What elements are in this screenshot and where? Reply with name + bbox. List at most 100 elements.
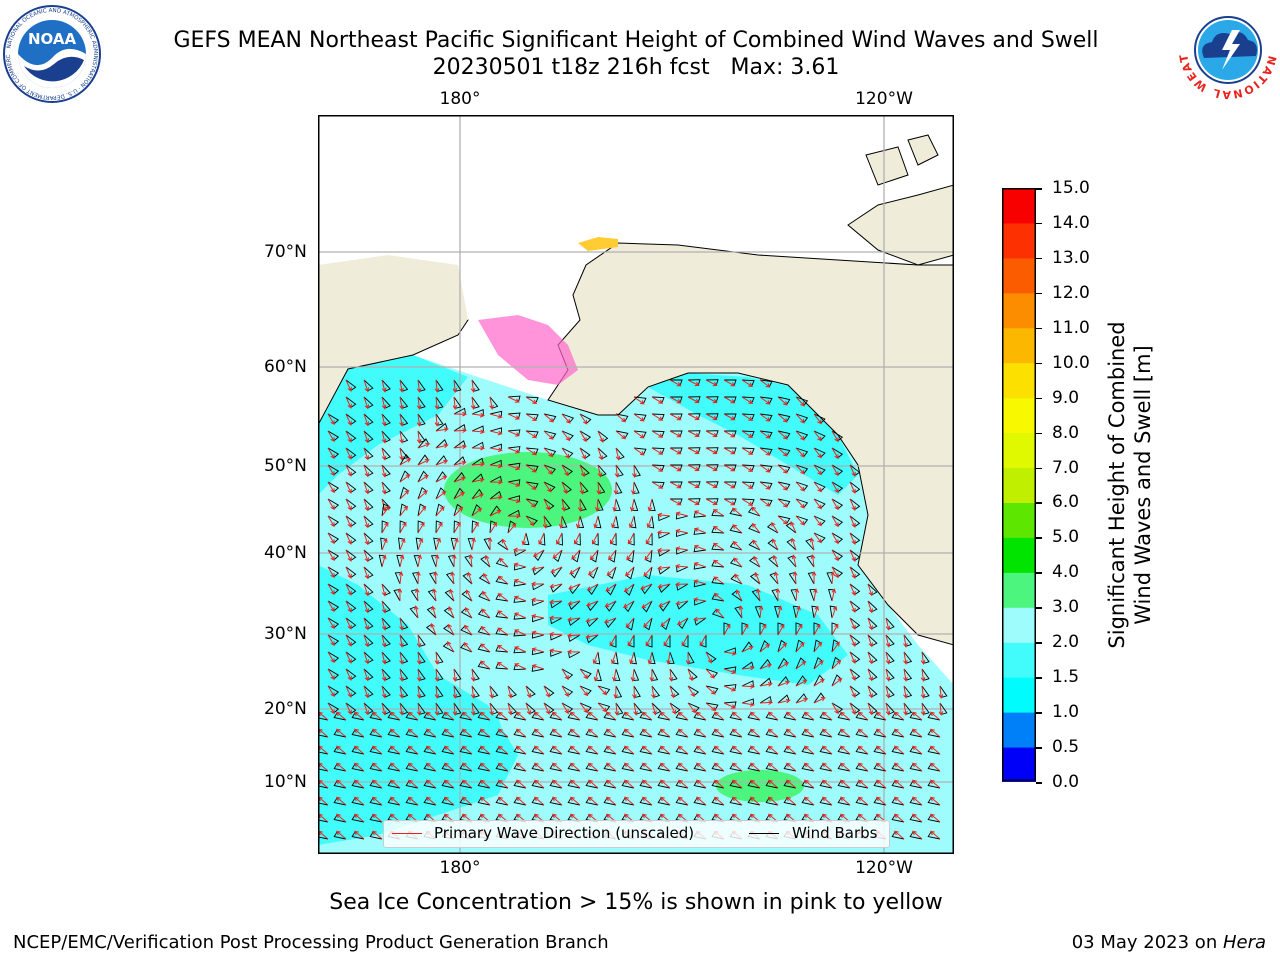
wind-barb <box>711 747 725 755</box>
wave-direction-arrow <box>777 481 788 491</box>
wind-barb <box>561 481 572 493</box>
wave-direction-arrow <box>795 447 805 458</box>
wind-barb <box>453 487 464 500</box>
wind-barb <box>345 702 357 714</box>
wind-barb <box>658 532 671 539</box>
wave-direction-arrow <box>903 668 908 682</box>
wind-barb <box>642 600 653 613</box>
wind-barb <box>327 702 340 713</box>
wind-barb <box>513 597 527 603</box>
wave-direction-arrow <box>381 702 387 716</box>
wave-direction-arrow <box>605 779 617 789</box>
wave-direction-arrow <box>777 623 785 636</box>
wind-barb <box>611 532 617 546</box>
wind-barb <box>614 668 621 681</box>
wave-direction-arrow <box>659 711 671 721</box>
wave-direction-arrow <box>929 779 941 789</box>
wave-direction-arrow <box>416 685 422 699</box>
wave-direction-arrow <box>777 498 788 508</box>
colorbar-tick-label: 5.0 <box>1052 527 1080 548</box>
wind-barb <box>927 764 941 772</box>
wind-barb <box>633 702 643 715</box>
wave-direction-arrow <box>399 537 406 551</box>
wave-direction-arrow <box>497 644 509 653</box>
colorbar-tick-label: 3.0 <box>1052 597 1080 618</box>
wave-direction-arrow <box>687 430 700 438</box>
wind-barb <box>651 413 665 420</box>
wave-direction-arrow <box>633 413 645 422</box>
wind-barb <box>345 464 357 476</box>
wave-direction-arrow <box>713 779 725 789</box>
wave-direction-arrow <box>929 711 941 721</box>
wind-barb <box>363 685 374 697</box>
wave-direction-arrow <box>849 464 856 477</box>
wind-barb <box>381 447 391 460</box>
wave-direction-arrow <box>645 634 653 647</box>
wind-barb <box>351 815 365 823</box>
wave-direction-arrow <box>849 668 856 681</box>
wave-direction-arrow <box>569 745 581 755</box>
wave-direction-arrow <box>795 660 807 670</box>
wind-barb <box>597 464 607 477</box>
wind-barb <box>477 644 491 653</box>
wind-barb <box>633 481 640 494</box>
wave-direction-arrow <box>687 702 696 714</box>
wind-barb <box>369 764 383 772</box>
wave-direction-arrow <box>687 685 695 698</box>
wind-barb <box>724 413 737 419</box>
wave-direction-arrow <box>489 702 494 716</box>
wave-direction-arrow <box>381 634 387 648</box>
wave-direction-arrow <box>345 464 352 477</box>
wave-direction-arrow <box>623 762 635 772</box>
wind-barb <box>801 781 815 789</box>
wind-barb <box>873 730 887 738</box>
wave-direction-arrow <box>533 711 545 721</box>
wind-barb <box>399 520 406 534</box>
wave-direction-arrow <box>693 544 707 551</box>
wind-barb <box>381 503 389 517</box>
wave-direction-arrow <box>416 413 422 427</box>
colorbar-tick <box>1036 432 1042 435</box>
wave-direction-arrow <box>327 634 335 647</box>
wind-barb <box>741 661 754 670</box>
wind-barb <box>747 798 761 806</box>
wind-barb <box>378 554 385 568</box>
wave-direction-arrow <box>453 428 468 433</box>
wave-direction-arrow <box>705 668 715 679</box>
wind-barb <box>417 486 427 500</box>
wave-direction-arrow <box>561 430 571 442</box>
wind-barb <box>417 520 424 534</box>
wave-direction-arrow <box>677 728 689 738</box>
wave-direction-arrow <box>507 685 513 699</box>
wave-direction-arrow <box>471 461 486 467</box>
wave-direction-arrow <box>363 702 369 716</box>
wave-direction-arrow <box>759 481 771 490</box>
wind-barb <box>813 532 826 542</box>
wind-barb <box>333 832 347 840</box>
wind-barb <box>594 651 601 665</box>
wave-direction-arrow <box>363 413 369 427</box>
wind-barb <box>369 781 383 789</box>
wind-barb <box>543 702 555 714</box>
wave-direction-arrow <box>551 762 563 772</box>
colorbar-tick-label: 11.0 <box>1052 317 1090 338</box>
wave-direction-arrow <box>657 583 671 589</box>
wind-barb <box>531 666 545 672</box>
wind-barb <box>523 532 530 546</box>
wind-barb <box>345 481 357 493</box>
wave-direction-arrow <box>353 830 365 840</box>
wind-barb <box>621 798 635 806</box>
wind-barb <box>849 498 861 510</box>
wave-direction-arrow <box>414 605 419 619</box>
wave-direction-arrow <box>911 830 923 840</box>
wave-direction-arrow <box>849 600 856 613</box>
wind-barb <box>849 532 861 544</box>
wave-direction-arrow <box>327 413 335 426</box>
wind-barb <box>489 505 501 517</box>
wind-barb <box>648 515 655 529</box>
wave-direction-arrow <box>795 464 805 475</box>
wind-barb <box>792 605 799 619</box>
wind-barb <box>687 651 695 664</box>
wave-direction-arrow <box>885 685 891 699</box>
wind-barb <box>363 379 374 391</box>
